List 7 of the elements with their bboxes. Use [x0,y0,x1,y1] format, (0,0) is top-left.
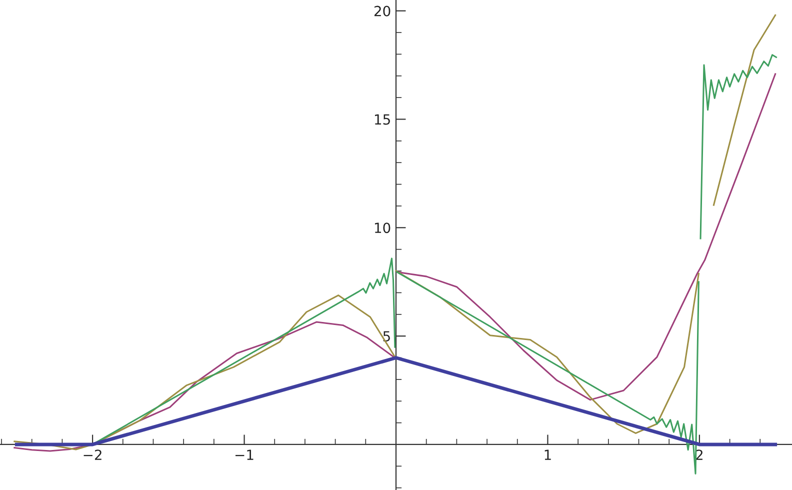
x-tick-label: 1 [544,450,551,460]
x-tick-label: −2 [84,450,102,460]
y-tick-label: 15 [374,114,390,125]
y-tick-label: 10 [374,222,390,234]
x-tick-label: 2 [696,450,702,460]
x-tick-label: −1 [236,450,254,460]
y-tick-label: 20 [374,6,390,16]
